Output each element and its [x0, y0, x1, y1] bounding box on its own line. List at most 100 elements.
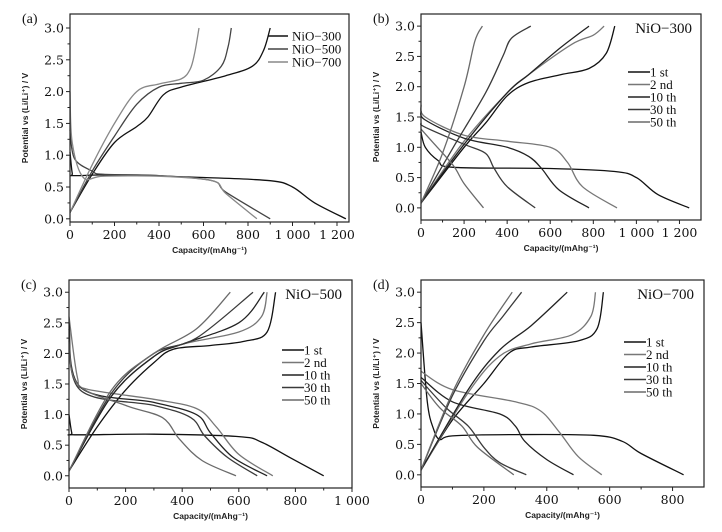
y-tick-label: 3.0 — [43, 285, 63, 300]
y-tick-label: 2.5 — [395, 315, 415, 330]
x-tick-label: 1 000 — [618, 225, 654, 240]
x-axis-label: Capacity/(mAhg⁻¹) — [524, 243, 599, 253]
series-line-charge — [420, 25, 590, 204]
series-line-charge — [68, 292, 268, 472]
x-tick-label: 0 — [66, 227, 74, 242]
y-tick-label: 0.5 — [43, 438, 63, 453]
series-line-discharge — [68, 328, 258, 477]
y-tick-label: 1.5 — [395, 376, 415, 391]
series-line-charge — [420, 25, 483, 204]
legend-label: NiO−500 — [292, 42, 341, 57]
series-line-charge — [68, 291, 265, 472]
x-axis-label: Capacity/(mAhg⁻¹) — [173, 511, 248, 521]
series-line-discharge — [420, 104, 618, 209]
series-line-charge — [420, 291, 513, 471]
x-tick-label: 400 — [147, 227, 171, 242]
x-tick-label: 600 — [598, 492, 622, 507]
y-tick-label: 0.0 — [43, 468, 63, 483]
y-tick-label: 2.5 — [44, 52, 64, 67]
panel-title: NiO−500 — [285, 287, 342, 303]
panel-d: 0 200 400 600 800 0.0 0.5 1.0 1.5 2.0 2.5 3.0 Capaci… — [371, 278, 705, 520]
x-tick-label: 200 — [472, 492, 496, 507]
series-line-charge — [420, 25, 616, 204]
y-axis-label: Potential vs (Li/Li⁺) / V — [19, 338, 29, 429]
series-line-discharge — [68, 341, 237, 477]
series-line-charge — [68, 291, 231, 472]
series-line-discharge — [420, 383, 515, 476]
x-tick-label: 1 200 — [319, 227, 355, 242]
series-line-charge — [69, 27, 271, 213]
y-tick-label: 2.0 — [43, 346, 63, 361]
plot-frame — [69, 13, 350, 223]
x-tick-label: 1 000 — [334, 493, 370, 508]
x-tick-label: 800 — [581, 225, 605, 240]
legend-label: 30 th — [646, 372, 673, 387]
y-tick-label: 3.0 — [395, 285, 415, 300]
legend-label: 30 th — [650, 102, 677, 117]
y-axis-label: Potential vs (Li/Li⁺) / V — [20, 72, 30, 163]
series-line-charge — [69, 27, 232, 213]
series-line-discharge — [67, 414, 325, 477]
x-axis-label: Capacity/(mAhg⁻¹) — [525, 510, 600, 520]
series-line-charge — [420, 292, 597, 471]
legend-label: 50 th — [646, 385, 673, 400]
panel-b: 0 200 400 600 800 1 000 1 200 0.0 0.5 1.0 1.5 2.0 2.… — [371, 12, 702, 253]
y-tick-label: 0.5 — [395, 437, 415, 452]
y-axis-label: Potential vs (Li/Li⁺) / V — [371, 338, 381, 429]
series-line-charge — [420, 292, 605, 471]
x-tick-label: 800 — [661, 492, 685, 507]
series-line-discharge — [420, 128, 485, 209]
legend-label: 10 th — [650, 90, 677, 105]
y-axis-label: Potential vs (Li/Li⁺) / V — [371, 71, 381, 162]
series-line-discharge — [420, 131, 690, 209]
series-line-discharge — [420, 122, 536, 209]
y-tick-label: 1.0 — [44, 148, 64, 163]
panel-label: (a) — [22, 12, 38, 27]
y-tick-label: 0.0 — [395, 467, 415, 482]
series-line-discharge — [420, 380, 527, 476]
x-tick-label: 400 — [495, 225, 519, 240]
x-tick-label: 400 — [170, 493, 194, 508]
panel-label: (b) — [373, 12, 390, 27]
y-tick-label: 0.5 — [44, 180, 64, 195]
legend-label: 50 th — [304, 393, 331, 408]
legend-label: 50 th — [650, 115, 677, 130]
series-line-charge — [68, 291, 254, 472]
series-line-discharge — [420, 110, 590, 209]
series-line-discharge — [69, 91, 258, 220]
x-tick-label: 0 — [417, 225, 425, 240]
legend-label: 30 th — [304, 380, 331, 395]
x-tick-label: 200 — [452, 225, 476, 240]
y-tick-label: 0.0 — [44, 211, 64, 226]
x-tick-label: 1 000 — [275, 227, 311, 242]
panel-c: 0 200 400 600 800 1 000 0.0 0.5 1.0 1.5 2.0 2.5 3.0 C… — [19, 278, 370, 521]
legend-label: NiO−700 — [292, 55, 341, 70]
panel-label: (c) — [21, 278, 37, 293]
series-line-charge — [69, 27, 200, 213]
legend-label: 10 th — [304, 368, 331, 383]
series-line-charge — [420, 25, 605, 204]
legend-label: 10 th — [646, 360, 673, 375]
x-axis-label: Capacity/(mAhg⁻¹) — [172, 245, 247, 255]
series-line-discharge — [420, 322, 684, 476]
y-tick-label: 1.0 — [395, 140, 415, 155]
legend-label: NiO−300 — [292, 29, 341, 44]
panel-title: NiO−700 — [637, 287, 694, 303]
legend-label: 2 nd — [304, 355, 327, 370]
legend-label: 2 nd — [646, 347, 669, 362]
y-tick-label: 2.0 — [395, 346, 415, 361]
series-line-charge — [420, 25, 532, 204]
series-line-discharge — [420, 376, 574, 476]
y-tick-label: 2.5 — [43, 315, 63, 330]
y-tick-label: 1.5 — [395, 110, 415, 125]
y-tick-label: 1.5 — [44, 116, 64, 131]
x-tick-label: 600 — [538, 225, 562, 240]
series-line-discharge — [68, 316, 274, 477]
x-tick-label: 200 — [103, 227, 127, 242]
x-tick-label: 600 — [192, 227, 216, 242]
y-tick-label: 0.0 — [395, 200, 415, 215]
